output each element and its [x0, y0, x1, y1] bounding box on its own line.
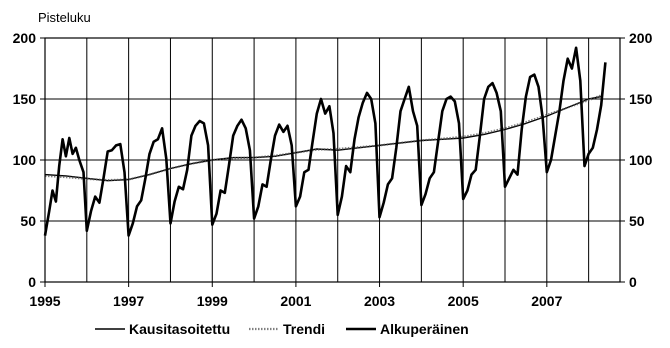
legend-label-3: Alkuperäinen [380, 321, 469, 337]
y-tick-label-left: 0 [28, 274, 36, 290]
x-tick-label: 2007 [531, 293, 562, 309]
series-line-2 [44, 94, 602, 182]
y-tick-label-right: 100 [629, 152, 653, 168]
x-tick-label: 1995 [29, 293, 60, 309]
y-tick-label-right: 150 [629, 91, 653, 107]
y-tick-label-left: 100 [13, 152, 37, 168]
legend: Kausitasoitettu Trendi Alkuperäinen [95, 321, 469, 337]
y-axis-label: Pisteluku [38, 10, 91, 25]
y-tick-label-right: 200 [629, 30, 653, 46]
legend-label-1: Kausitasoitettu [129, 321, 230, 337]
x-tick-label: 2001 [280, 293, 311, 309]
x-tick-label: 2003 [364, 293, 395, 309]
y-tick-label-right: 0 [629, 274, 637, 290]
series-line-3 [43, 46, 607, 237]
x-tick-label: 1999 [197, 293, 228, 309]
plot-frame [44, 37, 621, 283]
y-tick-label-left: 200 [13, 30, 37, 46]
axes: 0 0 50 50 100 100 150 150 200 200 1995 1997 1999 2001… [13, 30, 653, 309]
y-tick-label-right: 50 [629, 213, 645, 229]
legend-label-2: Trendi [283, 321, 325, 337]
x-tick-label: 2005 [448, 293, 479, 309]
y-tick-label-left: 50 [20, 213, 36, 229]
y-tick-label-left: 150 [13, 91, 37, 107]
x-tick-label: 1997 [113, 293, 144, 309]
series-layer [43, 46, 607, 237]
